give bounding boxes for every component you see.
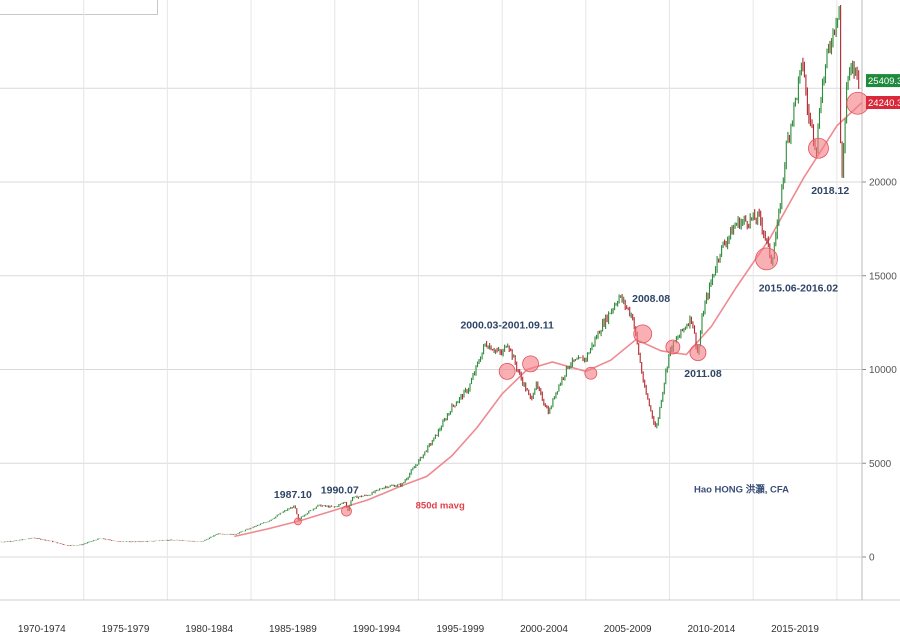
price-tag-box [866,74,900,88]
x-tick-label: 1975-1979 [102,624,150,635]
grid-lines [0,0,862,600]
highlight-circle [584,366,598,380]
highlight-circle [498,362,516,380]
annotation-a1990: 1990.07 [321,484,359,496]
mavg-label: 850d mavg [416,500,465,511]
highlight-circle [633,324,653,344]
annotation-a2000: 2000.03-2001.09.11 [460,319,554,331]
annotation-a2018: 2018.12 [811,185,849,197]
y-tick-label: 5000 [869,459,892,470]
price-tag-box [866,96,900,109]
highlight-circles [294,91,870,526]
highlight-circle [755,247,778,271]
annotations: 1987.10 1990.07 2000.03-2001.09.11 2008.08 2… [274,185,849,511]
y-tick-label: 15000 [869,271,897,282]
author-credit: Hao HONG 洪灝, CFA [694,483,789,495]
x-tick-label: 1990-1994 [353,624,401,635]
annotation-a2015: 2015.06-2016.02 [759,283,839,295]
annotation-a2008: 2008.08 [632,293,670,305]
x-tick-label: 1995-1999 [436,624,484,635]
price-tags: 25409.3 24240.3 [866,74,900,109]
y-tick-label: 20000 [869,178,897,189]
x-tick-label: 2015-2019 [771,624,819,635]
x-tick-label: 1970-1974 [18,624,66,635]
highlight-circle [522,355,539,373]
highlight-circle [846,91,870,115]
x-tick-label: 2010-2014 [687,624,735,635]
price-series [0,5,860,546]
highlight-circle [341,505,352,517]
moving-average-series [234,101,863,538]
highlight-circle [665,339,681,355]
price-tag-label: 25409.3 [868,76,900,87]
highlight-circle [294,517,302,526]
x-tick-label: 2000-2004 [520,624,568,635]
annotation-a2011: 2011.08 [684,368,722,380]
highlight-circle [689,344,707,362]
annotation-a1987: 1987.10 [274,489,312,501]
moving-average-line [234,101,863,538]
x-axis: 1970-1974 1975-1979 1980-1984 1985-1989 1990… [0,599,900,635]
y-tick-label: 10000 [869,365,897,376]
x-tick-label: 2005-2009 [604,624,652,635]
x-tick-label: 1980-1984 [185,624,233,635]
y-axis: 0 5000 10000 15000 20000 [861,0,897,600]
highlight-circle [808,137,829,159]
price-tag-label: 24240.3 [868,98,900,109]
chart-corner-box [0,0,158,15]
x-tick-label: 1985-1989 [269,624,317,635]
y-tick-label: 0 [869,553,875,564]
